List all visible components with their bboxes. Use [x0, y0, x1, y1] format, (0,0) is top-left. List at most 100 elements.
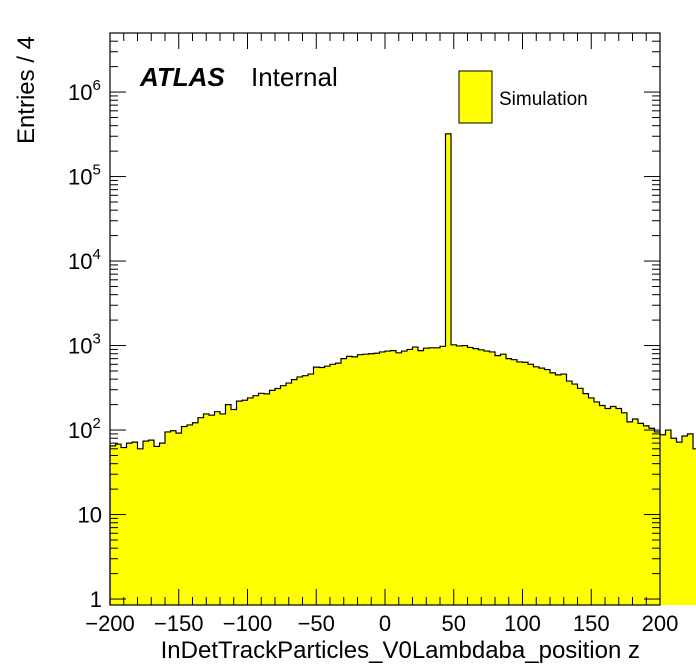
- histogram-bar: [423, 348, 430, 605]
- histogram-bar: [434, 347, 441, 605]
- histogram-bar: [363, 354, 369, 605]
- histogram-bar: [341, 358, 347, 605]
- histogram-bar: [115, 444, 122, 605]
- histogram-bar: [550, 372, 556, 605]
- histogram-bar: [616, 408, 622, 605]
- histogram-bar: [484, 351, 490, 605]
- histogram-bar: [473, 348, 479, 605]
- histogram-bar: [440, 346, 446, 605]
- histogram-bar: [335, 363, 342, 605]
- histogram-bar: [253, 395, 259, 605]
- y-axis-title: Entries / 4: [13, 36, 40, 144]
- histogram-bar: [187, 424, 193, 605]
- histogram-bar: [583, 393, 589, 605]
- histogram-bar: [132, 442, 138, 605]
- histogram-bar: [264, 393, 270, 605]
- histogram-bar: [269, 390, 276, 605]
- histogram-bar: [110, 445, 116, 605]
- histogram-bar: [528, 364, 534, 605]
- histogram-bar: [632, 419, 639, 605]
- histogram-bar: [143, 441, 149, 605]
- histogram-bar: [522, 362, 529, 605]
- histogram-bars: [110, 133, 696, 605]
- histogram-bar: [396, 352, 402, 605]
- legend-swatch: [458, 70, 493, 124]
- histogram-bar: [137, 448, 144, 605]
- histogram-bar: [165, 431, 171, 605]
- histogram-bar: [313, 367, 320, 605]
- histogram-bar: [478, 349, 485, 605]
- histogram-bar: [385, 351, 391, 605]
- histogram-bar: [671, 438, 677, 605]
- histogram-bar: [352, 356, 358, 605]
- histogram-bar: [588, 397, 595, 605]
- histogram-bar: [275, 388, 281, 605]
- histogram-bar: [390, 350, 397, 605]
- histogram-bar: [148, 440, 155, 605]
- y-tick-label: 1: [90, 587, 102, 612]
- histogram-outline: [109, 133, 696, 605]
- histogram-bar: [203, 413, 210, 605]
- histogram-bar: [495, 355, 501, 605]
- legend-entry-simulation: Simulation: [499, 89, 588, 110]
- histogram-bar: [621, 412, 628, 605]
- histogram-bar: [357, 354, 364, 605]
- histogram-bar: [676, 442, 683, 605]
- histogram-bar: [121, 447, 127, 605]
- histogram-bar: [572, 384, 578, 605]
- histogram-bar: [242, 400, 248, 605]
- histogram-bar: [346, 356, 353, 605]
- histogram-bar: [544, 369, 551, 605]
- histogram-bar: [429, 347, 435, 605]
- y-tick-label: 10: [78, 503, 102, 528]
- histogram-bar: [368, 353, 375, 605]
- histogram-bar: [181, 426, 188, 605]
- histogram-bar: [555, 374, 562, 605]
- y-tick-label: 106: [68, 77, 101, 105]
- histogram-bar: [324, 366, 331, 605]
- histogram-bar: [605, 408, 611, 605]
- histogram-bar: [209, 415, 215, 605]
- histogram-bar: [401, 351, 408, 605]
- x-tick-label: 200: [642, 611, 679, 636]
- histogram-bar: [297, 376, 303, 605]
- histogram-bar: [456, 345, 463, 605]
- histogram-bar: [517, 361, 523, 605]
- x-tick-label: 100: [504, 611, 541, 636]
- histogram-bar: [506, 358, 512, 605]
- histogram-bar: [599, 405, 606, 605]
- histogram-bar: [280, 385, 287, 605]
- x-axis-title: InDetTrackParticles_V0Lambdaba_position …: [161, 637, 640, 664]
- y-tick-label: 104: [68, 246, 101, 274]
- histogram-bar: [412, 347, 419, 605]
- histogram-bar: [687, 433, 694, 605]
- histogram-bar: [418, 350, 424, 605]
- y-axis-ticks: 1 10 102 103 104 105 106: [68, 32, 660, 612]
- histogram-bar: [236, 401, 243, 605]
- histogram-bar: [693, 448, 696, 605]
- histogram-bar: [451, 344, 457, 605]
- histogram-bar: [539, 368, 545, 605]
- histogram-bar: [649, 428, 655, 605]
- histogram-bar: [682, 436, 688, 605]
- histogram-bar: [286, 383, 292, 605]
- x-tick-label: −200: [85, 611, 135, 636]
- histogram-bar: [225, 404, 232, 605]
- histogram-bar: [319, 367, 325, 605]
- histogram-bar: [577, 388, 584, 605]
- histogram-bar: [500, 354, 507, 605]
- histogram-bar: [220, 413, 226, 605]
- histogram-bar: [594, 401, 600, 605]
- x-axis-ticks: −200 −150 −100 −50 0 50 100 150 200: [85, 33, 678, 636]
- histogram-bar: [445, 133, 452, 605]
- histogram-bar: [638, 423, 644, 605]
- histogram-bar: [308, 374, 314, 605]
- histogram-bar: [159, 443, 166, 605]
- x-tick-label: 0: [379, 611, 391, 636]
- histogram-bar: [176, 433, 182, 605]
- internal-label: Internal: [251, 62, 338, 92]
- histogram-bar: [643, 425, 650, 605]
- histogram-bar: [198, 417, 204, 605]
- x-tick-label: 150: [573, 611, 610, 636]
